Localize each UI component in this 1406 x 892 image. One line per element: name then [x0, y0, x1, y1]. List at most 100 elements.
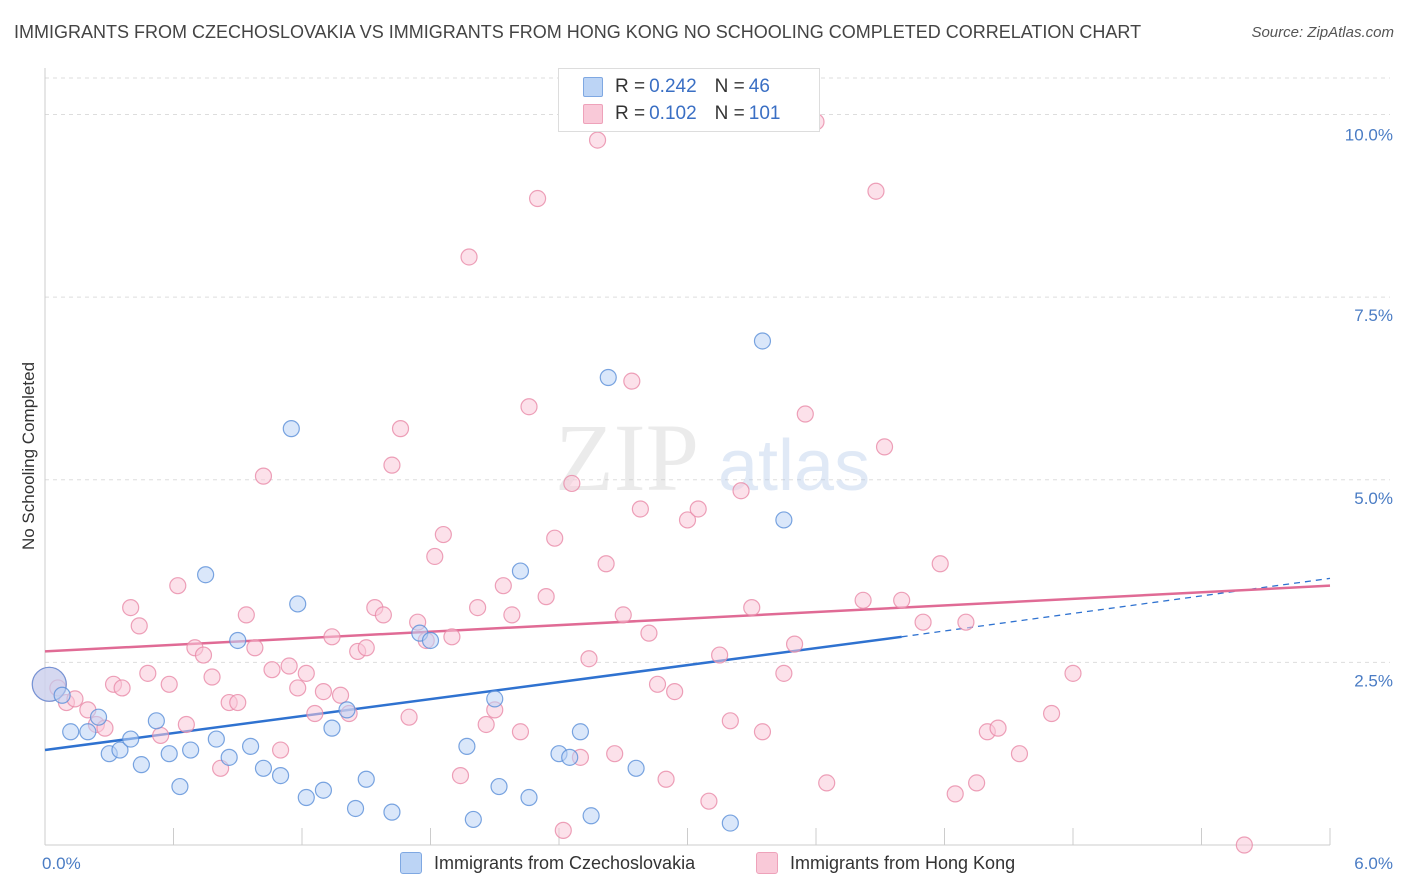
- series-legend-hong-kong[interactable]: Immigrants from Hong Kong: [756, 852, 1015, 874]
- point-hong-kong: [357, 639, 375, 657]
- legend-swatch-czechoslovakia: [583, 77, 603, 97]
- point-hong-kong: [546, 529, 564, 547]
- point-czechoslovakia: [627, 759, 645, 777]
- series-legend: Immigrants from Czechoslovakia Immigrant…: [0, 852, 1406, 878]
- point-czechoslovakia: [79, 723, 97, 741]
- point-hong-kong: [469, 598, 487, 617]
- point-hong-kong: [931, 555, 949, 573]
- point-czechoslovakia: [323, 719, 341, 737]
- point-hong-kong: [631, 500, 649, 518]
- point-czechoslovakia: [132, 756, 150, 774]
- point-hong-kong: [743, 598, 761, 617]
- x-tick-label-max: 6.0%: [1354, 854, 1393, 873]
- point-hong-kong: [460, 248, 478, 266]
- point-hong-kong: [785, 635, 804, 653]
- legend-row-czechoslovakia: R = 0.242 N = 46: [583, 75, 774, 99]
- point-czechoslovakia: [511, 562, 530, 580]
- point-czechoslovakia: [62, 723, 80, 741]
- point-hong-kong: [640, 624, 658, 642]
- point-czechoslovakia: [464, 810, 482, 829]
- point-hong-kong: [203, 668, 221, 686]
- point-hong-kong: [229, 693, 247, 712]
- point-hong-kong: [254, 467, 273, 485]
- legend-r-label: R =: [615, 76, 646, 97]
- series-swatch-hong-kong: [756, 852, 778, 874]
- point-hong-kong: [753, 723, 772, 741]
- legend-n-value: 46: [748, 76, 770, 97]
- point-czechoslovakia: [338, 701, 356, 719]
- point-czechoslovakia: [490, 777, 508, 796]
- point-czechoslovakia: [520, 788, 538, 807]
- correlation-legend: R = 0.242 N = 46 R = 0.102 N = 101: [558, 68, 820, 132]
- point-hong-kong: [426, 547, 444, 566]
- point-hong-kong: [721, 712, 739, 730]
- point-czechoslovakia: [207, 730, 225, 748]
- point-czechoslovakia: [289, 595, 307, 613]
- point-hong-kong: [271, 741, 290, 759]
- point-hong-kong: [1064, 664, 1082, 682]
- point-czechoslovakia: [561, 748, 579, 766]
- point-hong-kong: [314, 682, 333, 701]
- point-czechoslovakia: [197, 566, 215, 584]
- watermark: ZIP atlas: [555, 404, 870, 511]
- trend-line-czechoslovakia: [44, 635, 902, 752]
- point-hong-kong: [160, 675, 178, 693]
- legend-n-label: N =: [714, 76, 745, 97]
- point-czechoslovakia: [89, 708, 108, 726]
- point-hong-kong: [1042, 704, 1061, 723]
- point-czechoslovakia: [111, 741, 129, 759]
- point-hong-kong: [867, 182, 885, 200]
- point-czechoslovakia: [753, 332, 772, 350]
- point-czechoslovakia: [220, 748, 238, 766]
- point-hong-kong: [528, 189, 547, 208]
- series-label-czechoslovakia: Immigrants from Czechoslovakia: [434, 852, 696, 873]
- x-tick-label-min: 0.0%: [42, 854, 81, 873]
- point-hong-kong: [875, 438, 894, 456]
- y-tick-label: 7.5%: [1354, 306, 1393, 325]
- point-hong-kong: [443, 628, 461, 646]
- y-tick-label: 10.0%: [1345, 126, 1393, 145]
- point-czechoslovakia: [229, 631, 247, 650]
- point-czechoslovakia: [254, 759, 273, 777]
- point-hong-kong: [563, 474, 581, 493]
- point-hong-kong: [689, 500, 707, 518]
- axes: [44, 68, 1331, 846]
- point-czechoslovakia: [182, 741, 200, 759]
- point-hong-kong: [246, 639, 264, 657]
- chart-title: IMMIGRANTS FROM CZECHOSLOVAKIA VS IMMIGR…: [14, 22, 1142, 42]
- point-hong-kong: [306, 704, 324, 723]
- point-hong-kong: [657, 770, 675, 788]
- series-legend-czechoslovakia[interactable]: Immigrants from Czechoslovakia: [400, 852, 695, 874]
- legend-swatch-hong-kong: [583, 104, 603, 124]
- point-hong-kong: [494, 577, 512, 595]
- point-hong-kong: [263, 661, 281, 679]
- point-hong-kong: [597, 555, 615, 573]
- point-hong-kong: [580, 650, 598, 668]
- legend-row-hong-kong: R = 0.102 N = 101: [583, 102, 784, 126]
- point-czechoslovakia: [314, 781, 333, 799]
- legend-r-value: 0.242: [649, 76, 697, 97]
- point-hong-kong: [623, 372, 641, 390]
- point-hong-kong: [434, 525, 452, 544]
- point-hong-kong: [477, 715, 495, 734]
- point-hong-kong: [606, 745, 624, 763]
- point-czechoslovakia: [775, 511, 793, 529]
- point-czechoslovakia: [346, 799, 365, 818]
- point-hong-kong: [957, 613, 975, 631]
- point-hong-kong: [177, 715, 195, 734]
- trend-lines: [44, 577, 1331, 752]
- point-hong-kong: [194, 646, 213, 664]
- point-hong-kong: [391, 420, 410, 438]
- point-hong-kong: [113, 679, 131, 697]
- point-hong-kong: [700, 792, 718, 810]
- point-hong-kong: [331, 686, 350, 704]
- point-czechoslovakia: [122, 730, 140, 748]
- point-hong-kong: [893, 591, 911, 609]
- point-hong-kong: [796, 405, 814, 423]
- point-hong-kong: [374, 606, 392, 624]
- point-hong-kong: [1235, 836, 1253, 854]
- point-czechoslovakia: [160, 745, 178, 763]
- point-hong-kong: [648, 675, 667, 693]
- grid-lines: [45, 77, 1390, 663]
- point-hong-kong: [537, 588, 555, 606]
